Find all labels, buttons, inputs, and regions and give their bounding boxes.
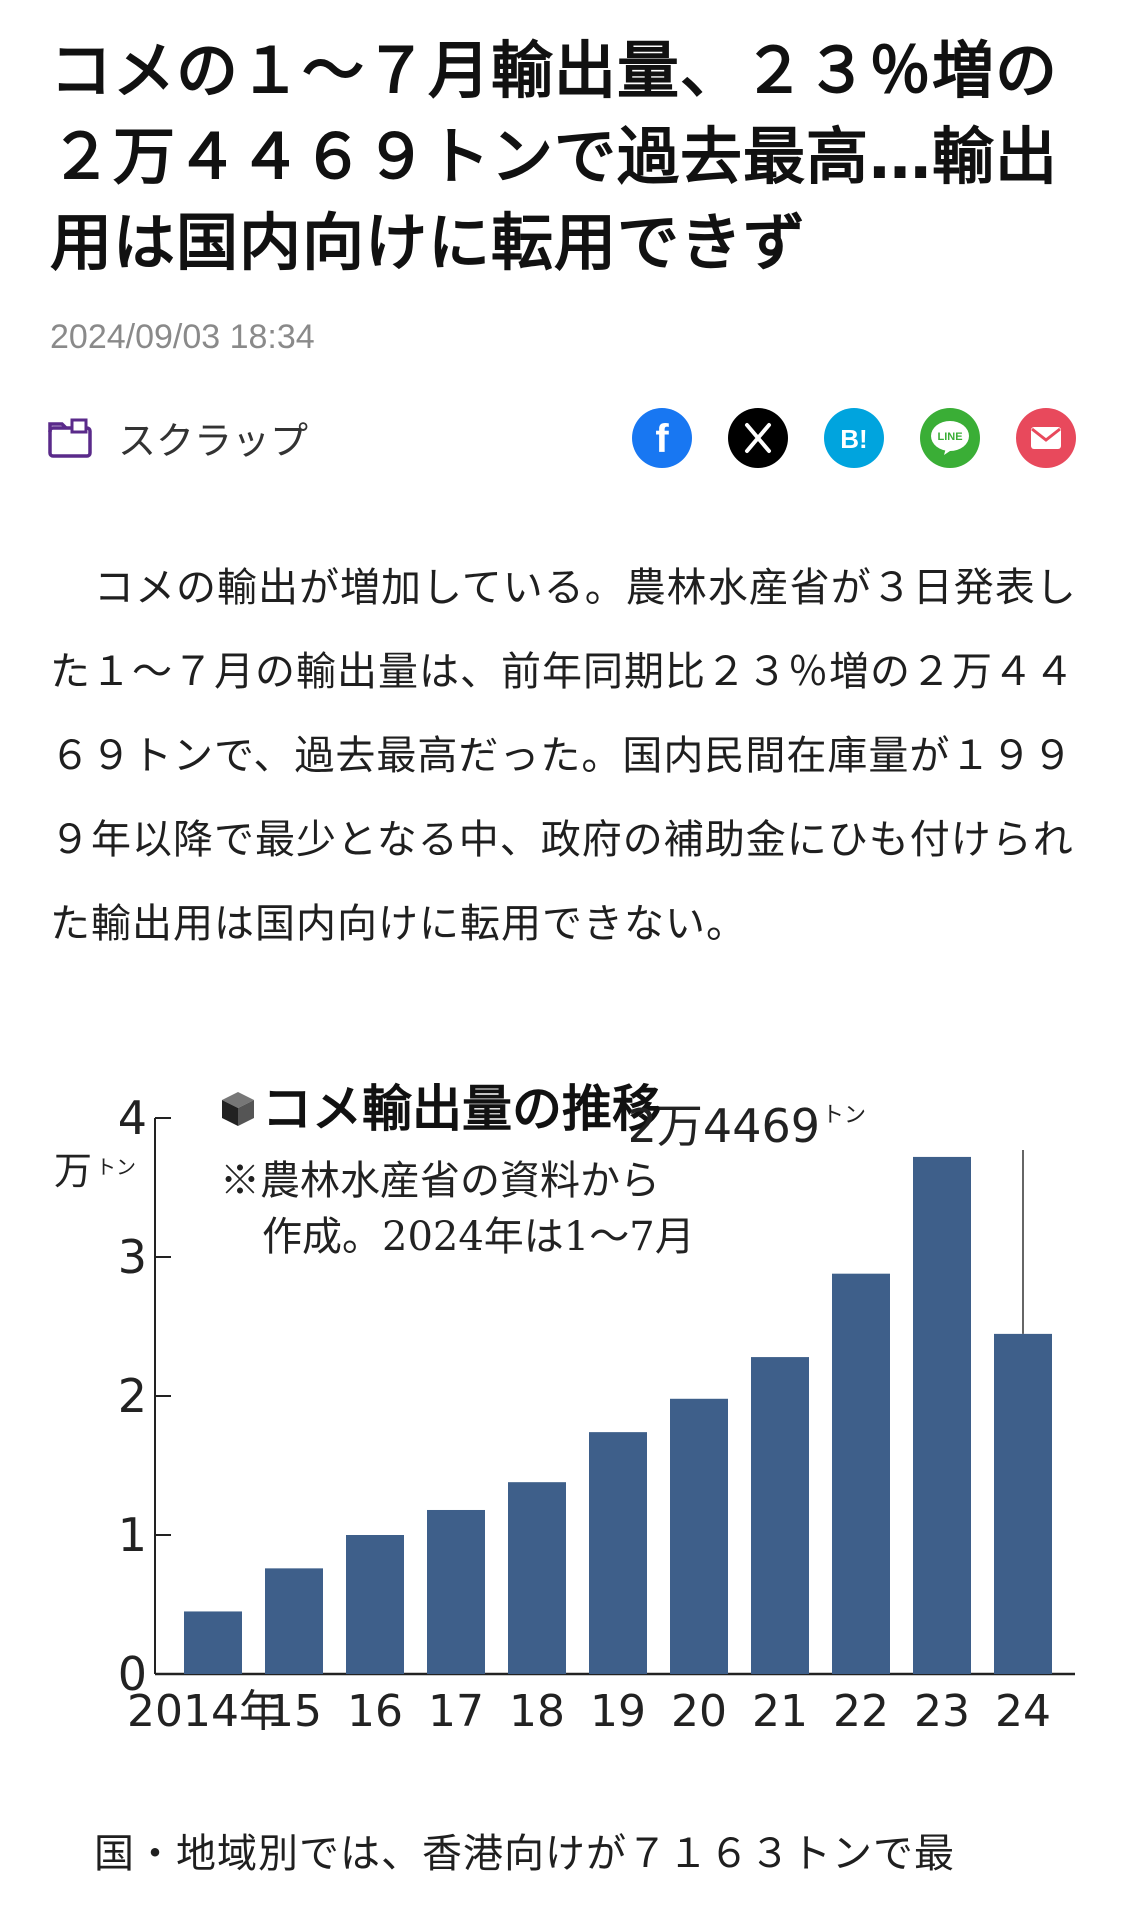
facebook-glyph: f	[655, 417, 669, 461]
y-tick-label: 1	[118, 1508, 147, 1562]
share-line-button[interactable]: LINE	[920, 408, 980, 468]
bar	[346, 1535, 404, 1674]
article-paragraph-1: コメの輸出が増加している。農林水産省が３日発表した１～７月の輸出量は、前年同期比…	[50, 565, 1077, 947]
bar	[751, 1357, 809, 1674]
x-tick-label: 17	[428, 1686, 484, 1737]
x-tick-label: 21	[752, 1686, 808, 1737]
line-glyph: LINE	[937, 431, 962, 443]
annotation-value: 2万4469	[628, 1099, 820, 1153]
x-tick-label: 20	[671, 1686, 727, 1737]
x-tick-label: 16	[347, 1686, 403, 1737]
x-tick-label: 19	[590, 1686, 646, 1737]
bar	[832, 1273, 890, 1674]
y-axis-unit-main: 万	[54, 1149, 92, 1193]
x-tick-label: 24	[995, 1686, 1051, 1737]
chart-note-line1: ※農林水産省の資料から	[220, 1158, 660, 1204]
scrap-folder-icon	[48, 418, 92, 458]
hatena-bookmark-icon: B!	[824, 408, 884, 468]
x-tick-label: 23	[914, 1686, 970, 1737]
bar	[913, 1156, 971, 1674]
bar	[184, 1611, 242, 1674]
chart-title: コメ輸出量の推移	[262, 1082, 662, 1138]
article-paragraph-2: 国・地域別では、香港向けが７１６３トンで最	[94, 1831, 955, 1877]
y-axis-unit: 万 トン	[54, 1149, 136, 1193]
box-icon	[222, 1092, 254, 1126]
y-tick-label: 2	[118, 1369, 147, 1423]
share-bar: f B! LINE	[632, 408, 1076, 468]
annotation-unit: トン	[822, 1103, 866, 1128]
chart-title-group: コメ輸出量の推移 ※農林水産省の資料から 作成。2024年は1～7月	[220, 1082, 695, 1260]
scrap-label: スクラップ	[118, 419, 309, 463]
facebook-icon: f	[632, 408, 692, 468]
share-mail-button[interactable]	[1016, 408, 1076, 468]
hatena-glyph: B!	[840, 424, 867, 454]
bar	[994, 1333, 1052, 1674]
x-tick-label: 15	[266, 1686, 322, 1737]
share-x-button[interactable]	[728, 408, 788, 468]
share-hatena-button[interactable]: B!	[824, 408, 884, 468]
line-icon: LINE	[920, 408, 980, 468]
bar	[589, 1432, 647, 1674]
y-tick-label: 4	[118, 1091, 147, 1145]
publish-timestamp: 2024/09/03 18:34	[50, 318, 315, 356]
share-facebook-button[interactable]: f	[632, 408, 692, 468]
bar	[670, 1398, 728, 1674]
x-tick-label: 2014年	[127, 1686, 283, 1737]
y-tick-label: 3	[118, 1230, 147, 1284]
y-tick-label: 0	[118, 1647, 147, 1701]
mail-icon	[1016, 408, 1076, 468]
article-title: コメの１～７月輸出量、２３％増の２万４４６９トンで過去最高…輸出用は国内向けに転…	[50, 34, 1059, 279]
bar	[427, 1509, 485, 1674]
annotation: 2万4469 トン	[628, 1099, 866, 1153]
bar	[508, 1482, 566, 1674]
x-tick-label: 22	[833, 1686, 889, 1737]
bar	[265, 1568, 323, 1674]
x-icon	[728, 408, 788, 468]
scrap-button[interactable]: スクラップ	[46, 410, 308, 465]
y-axis-unit-sub: トン	[96, 1155, 136, 1179]
x-tick-label: 18	[509, 1686, 565, 1737]
chart-note-line2: 作成。2024年は1～7月	[262, 1214, 695, 1260]
